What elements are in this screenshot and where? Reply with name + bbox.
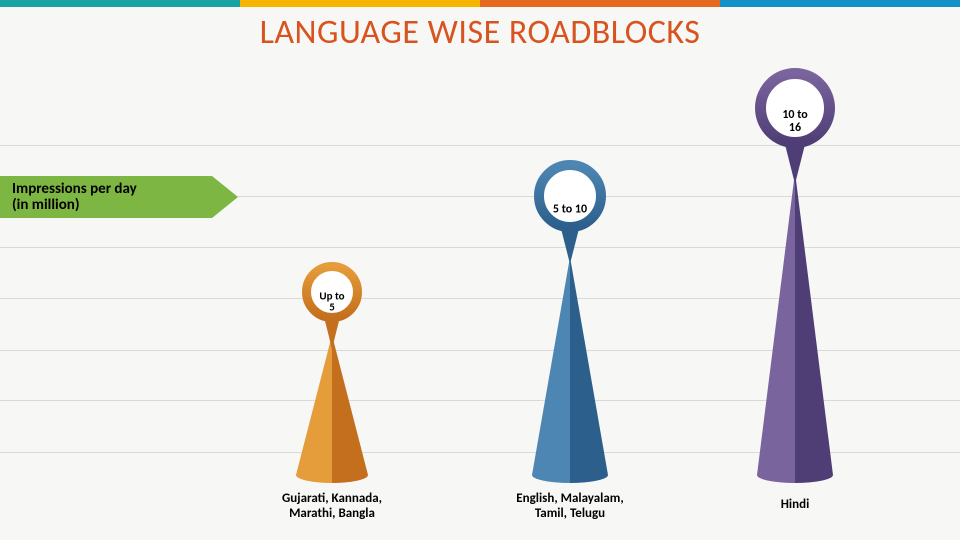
cap-2: English, Malayalam,Tamil, Telugu <box>516 492 623 522</box>
top-accent-segment <box>720 0 960 7</box>
pin-10to16: 10 to16 <box>755 68 835 184</box>
pin-5to10: 5 to 10 <box>534 160 606 264</box>
cone-1 <box>296 335 368 475</box>
legend-body: Impressions per day(in million) <box>0 176 212 218</box>
cap-1: Gujarati, Kannada,Marathi, Bangla <box>282 492 382 522</box>
top-accent-bar <box>0 0 960 7</box>
legend-line2: (in million) <box>12 197 212 214</box>
pin-upto5-label: Up to5 <box>302 290 362 313</box>
slide-stage: LANGUAGE WISE ROADBLOCKS Impressions per… <box>0 0 960 540</box>
top-accent-segment <box>240 0 480 7</box>
pin-10to16-label: 10 to16 <box>755 109 835 134</box>
cone-2 <box>532 257 608 475</box>
page-title: LANGUAGE WISE ROADBLOCKS <box>0 12 960 53</box>
pin-upto5: Up to5 <box>302 262 362 349</box>
pin-5to10-label: 5 to 10 <box>534 203 606 216</box>
legend-arrowhead <box>212 176 238 218</box>
legend-impressions: Impressions per day(in million) <box>0 176 238 218</box>
top-accent-segment <box>0 0 240 7</box>
legend-line1: Impressions per day <box>12 181 212 198</box>
cone-3 <box>757 172 833 475</box>
top-accent-segment <box>480 0 720 7</box>
cap-3: Hindi <box>781 498 810 513</box>
